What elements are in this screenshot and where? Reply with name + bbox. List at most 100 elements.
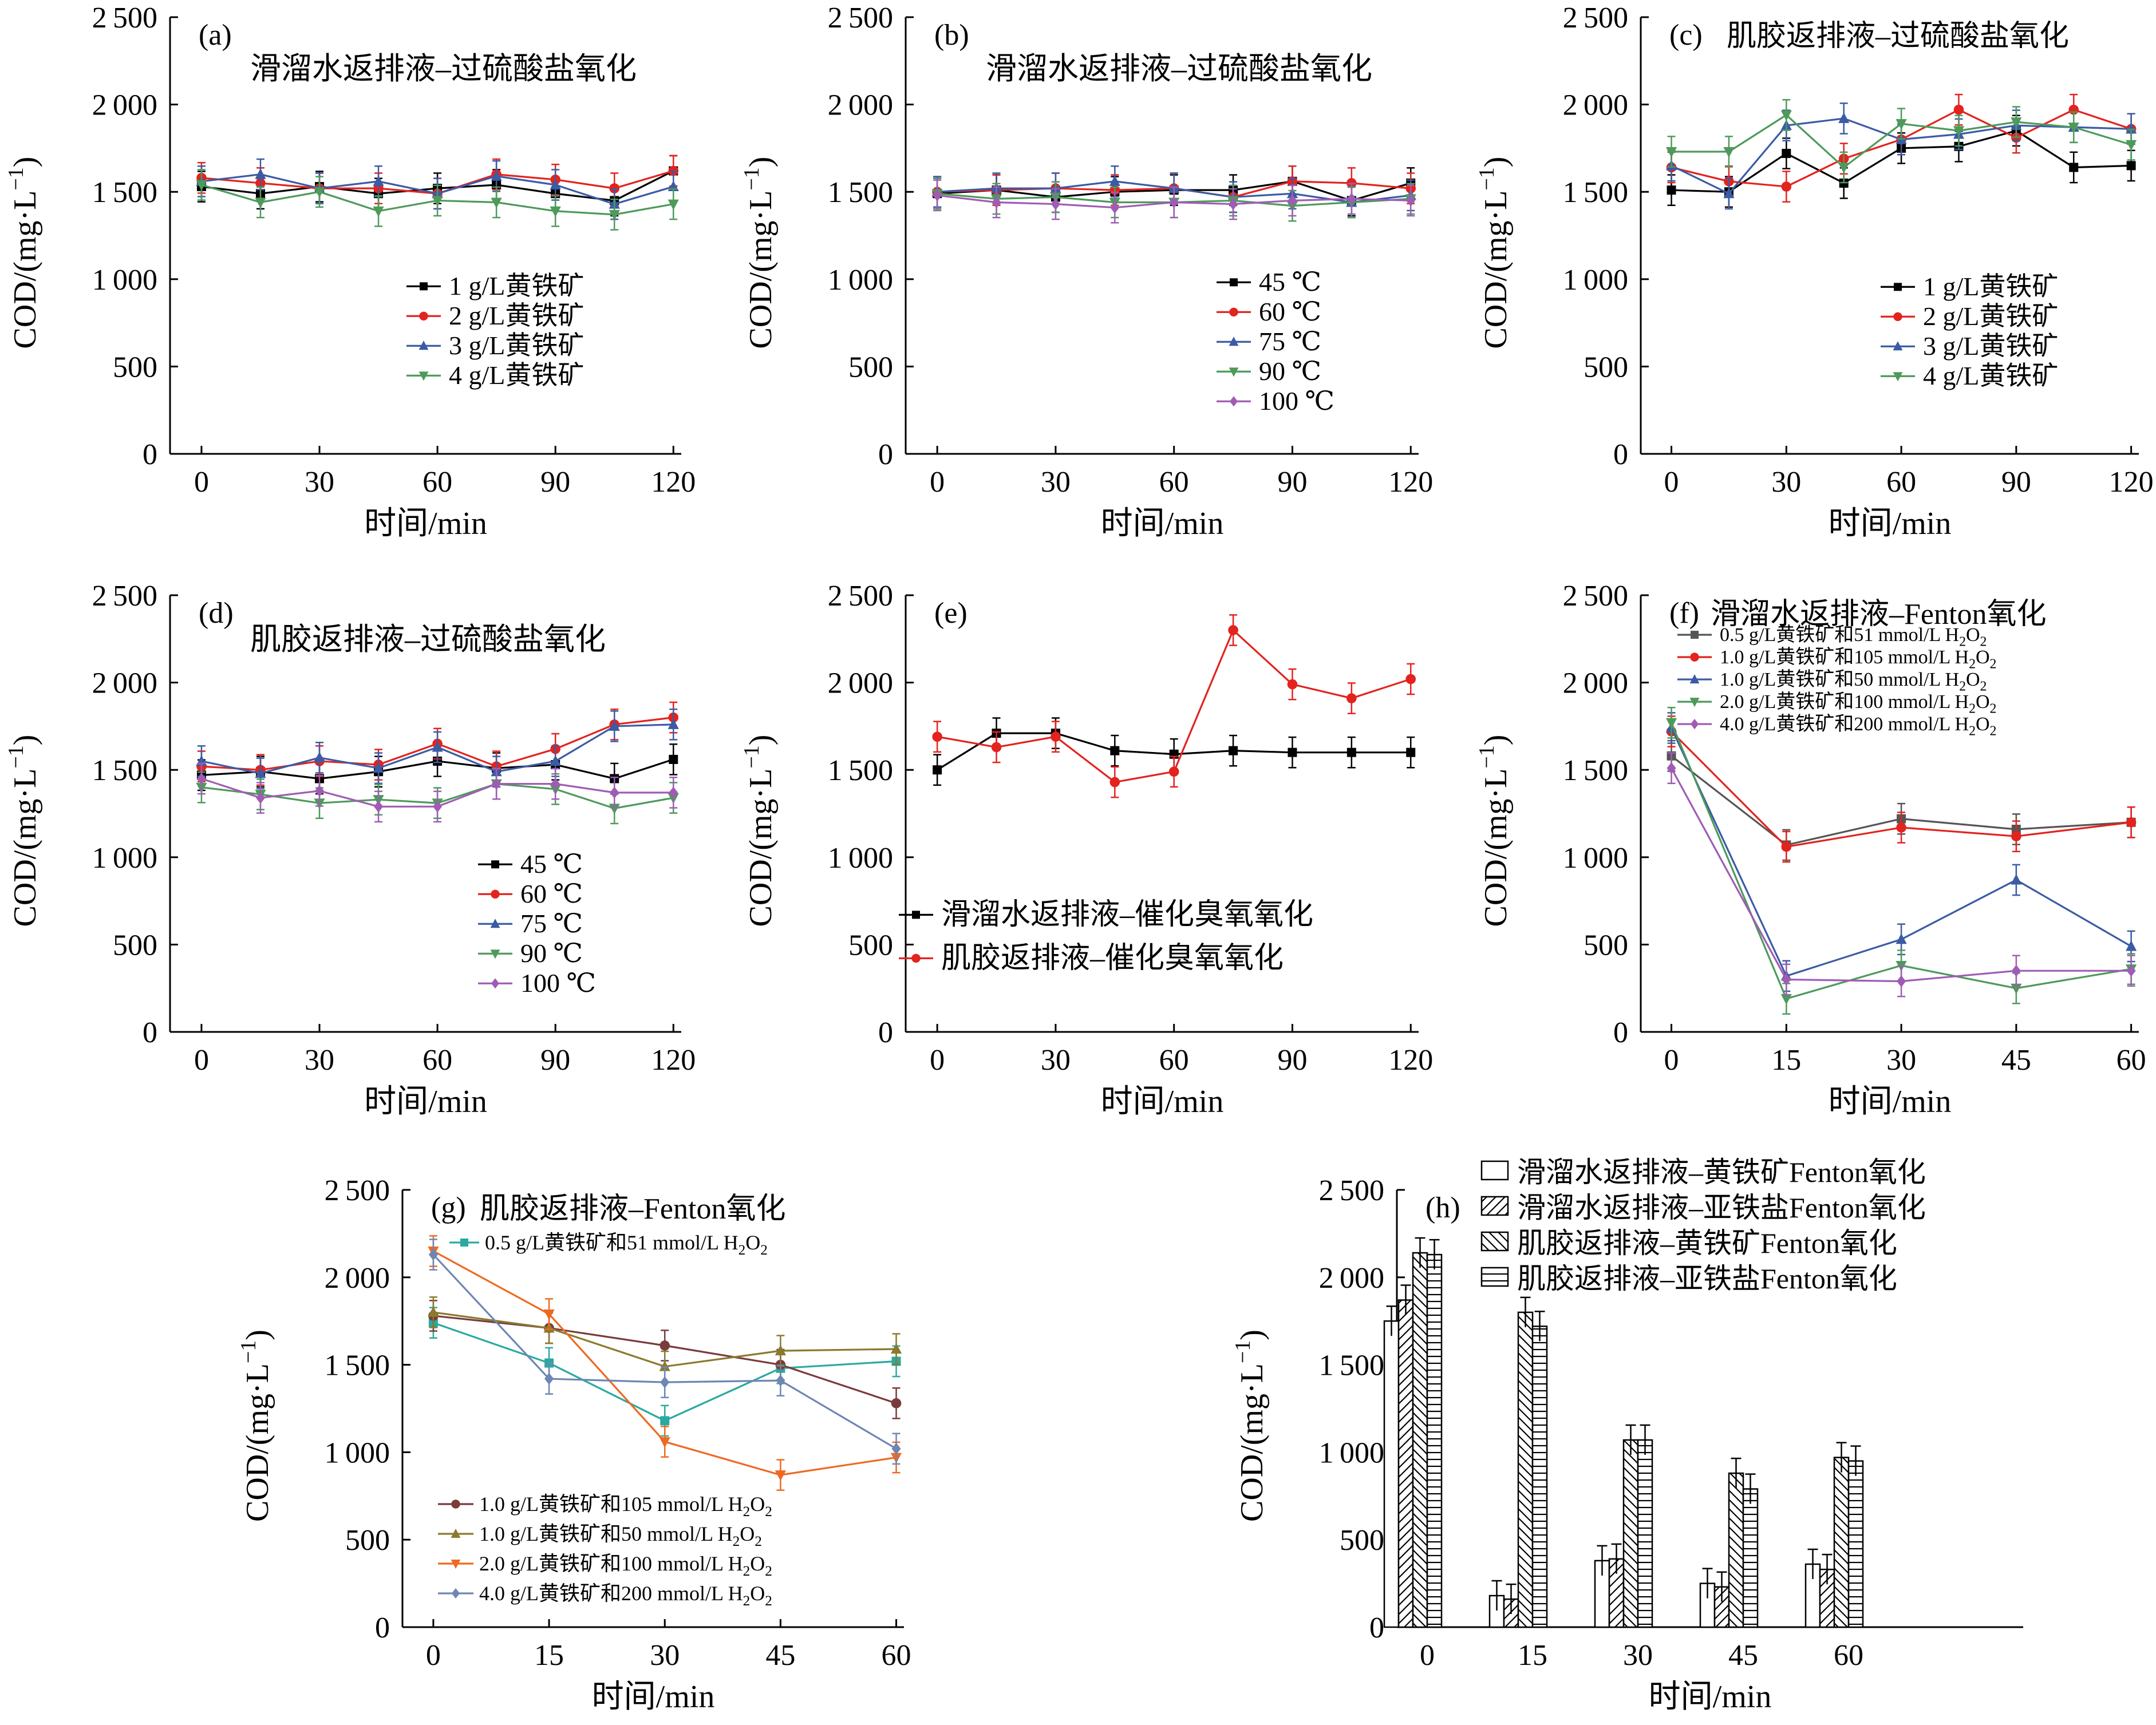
legend-label: 4 g/L黄铁矿 [1923, 361, 2058, 390]
x-tick-label: 120 [1388, 466, 1433, 498]
x-tick-label: 45 [1728, 1639, 1758, 1672]
data-point [491, 170, 502, 181]
panel-e: 0 500 1 000 1 500 2 000 2 500 COD/(mg·L−1) 时间/m… [740, 580, 1433, 1119]
x-tick-label: 15 [1771, 1044, 1801, 1077]
x-tick-label: 0 [194, 466, 209, 498]
data-point [550, 179, 561, 189]
data-point [1838, 163, 1850, 173]
panel-label: (a) [199, 19, 232, 52]
chart-title: 滑溜水返排液–过硫酸盐氧化 [986, 52, 1372, 86]
y-tick-label: 0 [878, 1016, 893, 1049]
data-point [1723, 187, 1735, 199]
data-point [2126, 140, 2137, 151]
legend-label: 90 ℃ [1259, 357, 1321, 386]
x-axis-label: 时间/min [1649, 1679, 1772, 1715]
data-point [1228, 625, 1238, 635]
x-tick-label: 120 [651, 1044, 696, 1077]
data-point [660, 1376, 670, 1388]
data-point [550, 755, 561, 766]
x-tick-label: 30 [650, 1639, 680, 1672]
chart-title: 肌胶返排液–Fenton氧化 [480, 1193, 785, 1225]
series-4 [1665, 99, 2137, 184]
data-point [775, 1470, 786, 1481]
data-point [1110, 746, 1120, 755]
bar-group [1847, 1445, 1864, 1628]
data-point [610, 786, 619, 799]
y-tick-label: 0 [878, 438, 893, 471]
data-point [1780, 110, 1792, 121]
y-tick-label: 500 [848, 351, 893, 383]
x-tick-label: 30 [1041, 466, 1071, 498]
y-tick-label: 2 500 [1563, 2, 1628, 34]
y-tick-label: 0 [1613, 438, 1628, 471]
chart-title: 肌胶返排液–过硫酸盐氧化 [1727, 20, 2069, 53]
panel-label: (c) [1669, 19, 1703, 52]
data-point [428, 1306, 439, 1317]
x-tick-label: 30 [1623, 1639, 1653, 1672]
y-tick-label: 2 000 [828, 89, 893, 122]
data-point [314, 751, 325, 762]
y-tick-label: 500 [848, 929, 893, 962]
data-point [1169, 196, 1179, 208]
y-tick-label: 2 500 [325, 1174, 390, 1207]
bar [1383, 1320, 1400, 1628]
y-tick-label: 1 500 [828, 176, 893, 209]
x-tick-label: 0 [194, 1044, 209, 1077]
data-point [891, 1398, 902, 1409]
x-tick-label: 120 [1388, 1044, 1433, 1077]
x-tick-label: 90 [540, 466, 570, 498]
bar-group [1819, 1553, 1835, 1628]
y-axis-label: COD/(mg·L−1) [1475, 157, 1514, 349]
legend-marker [1230, 396, 1238, 407]
x-tick-label: 45 [2001, 1044, 2031, 1077]
bar [1412, 1252, 1428, 1628]
legend-label: 100 ℃ [1259, 386, 1334, 416]
data-point [196, 773, 206, 785]
legend-marker [490, 919, 500, 928]
y-tick-label: 1 500 [92, 176, 157, 209]
panel-label: (d) [199, 597, 234, 630]
y-axis-label: COD/(mg·L−1) [4, 735, 43, 927]
y-tick-label: 500 [113, 929, 157, 962]
legend-marker [451, 1560, 461, 1569]
data-point [1051, 198, 1060, 210]
x-axis-label: 时间/min [1101, 1084, 1224, 1119]
data-point [373, 762, 384, 773]
legend-label: 2.0 g/L黄铁矿和100 mmol/L H2O2 [479, 1552, 772, 1579]
y-tick-label: 1 000 [1563, 842, 1628, 875]
y-tick-label: 2 500 [828, 2, 893, 34]
bar-group [1503, 1583, 1519, 1628]
legend-label: 60 ℃ [1259, 297, 1321, 326]
x-tick-label: 0 [930, 466, 945, 498]
legend-marker [1229, 367, 1239, 377]
panel-label: (g) [431, 1192, 466, 1224]
legend-marker [420, 282, 428, 291]
data-point [1665, 718, 1677, 729]
y-tick-label: 1 000 [828, 264, 893, 296]
x-tick-label: 30 [305, 466, 334, 498]
y-tick-label: 0 [1369, 1612, 1384, 1644]
x-tick-label: 45 [765, 1639, 795, 1672]
legend-label: 1 g/L黄铁矿 [449, 271, 584, 300]
legend-label: 4 g/L黄铁矿 [449, 361, 584, 390]
x-tick-label: 30 [1886, 1044, 1916, 1077]
x-tick-label: 0 [426, 1639, 441, 1672]
bar-group [1742, 1473, 1759, 1628]
bar-group [1833, 1442, 1850, 1628]
data-point [1406, 195, 1416, 207]
data-point [609, 720, 620, 731]
data-point [1288, 747, 1297, 757]
data-point [2011, 117, 2022, 128]
data-point [491, 197, 502, 208]
series-3 [1665, 712, 2137, 992]
data-point [1667, 185, 1676, 195]
legend-label: 滑溜水返排液–亚铁盐Fenton氧化 [1517, 1192, 1926, 1224]
y-tick-label: 0 [1613, 1016, 1628, 1049]
data-point [1838, 112, 1850, 124]
x-tick-label: 60 [1886, 466, 1916, 498]
data-point [1109, 777, 1120, 788]
panel-f: 0 500 1 000 1 500 2 000 2 500 COD/(mg·L−1) 时间/m… [1475, 580, 2146, 1119]
data-point [2068, 122, 2079, 133]
